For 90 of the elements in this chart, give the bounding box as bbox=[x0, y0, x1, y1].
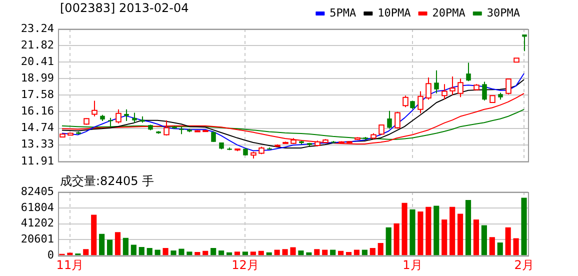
bar bbox=[210, 248, 216, 256]
bar bbox=[122, 238, 128, 256]
bar bbox=[298, 250, 304, 256]
bar bbox=[91, 214, 97, 256]
x-tick-label: 11月 bbox=[56, 258, 84, 272]
bar bbox=[330, 250, 336, 256]
bar bbox=[442, 219, 448, 256]
bar bbox=[314, 249, 320, 256]
bar bbox=[513, 238, 519, 256]
bar bbox=[402, 202, 408, 256]
bar bbox=[146, 248, 152, 256]
bar bbox=[418, 212, 424, 256]
y-tick-label: 41202 bbox=[20, 216, 54, 230]
bar bbox=[250, 252, 256, 256]
bar bbox=[306, 252, 312, 256]
bar bbox=[67, 252, 73, 256]
bar bbox=[370, 248, 376, 256]
y-tick-label: 17.58 bbox=[20, 88, 54, 101]
y-tick-label: 82405 bbox=[20, 184, 54, 198]
candlestick bbox=[387, 110, 392, 130]
y-tick-label: 0 bbox=[47, 248, 54, 262]
bar bbox=[218, 250, 224, 256]
chart-title: 成交量:82405 手 bbox=[60, 173, 154, 190]
bar bbox=[426, 206, 432, 256]
bar bbox=[473, 219, 480, 256]
bar bbox=[234, 252, 240, 256]
y-tick-label: 21.82 bbox=[20, 38, 54, 52]
bar bbox=[170, 250, 176, 256]
y-tick-label: 20601 bbox=[20, 232, 54, 246]
candlestick bbox=[522, 34, 527, 52]
x-tick-label: 2月 bbox=[514, 258, 534, 272]
legend-label: 5PMA bbox=[330, 6, 357, 20]
candlestick bbox=[124, 108, 129, 122]
bar bbox=[258, 250, 264, 256]
bar bbox=[114, 232, 121, 256]
bar bbox=[83, 249, 89, 256]
bar bbox=[378, 242, 384, 256]
bar bbox=[505, 227, 511, 256]
y-tick-label: 23.24 bbox=[20, 22, 54, 35]
y-tick-label: 18.99 bbox=[20, 72, 54, 85]
legend-label: 30PMA bbox=[486, 6, 520, 20]
bar bbox=[106, 240, 113, 256]
bar bbox=[458, 214, 464, 256]
y-tick-label: 11.91 bbox=[20, 154, 54, 168]
bar bbox=[130, 244, 136, 256]
candlestick bbox=[466, 62, 471, 82]
bar bbox=[481, 225, 487, 256]
bar bbox=[186, 252, 192, 256]
bar bbox=[99, 234, 105, 256]
bar bbox=[497, 242, 503, 256]
bar bbox=[386, 227, 392, 256]
legend-label: 20PMA bbox=[432, 6, 466, 20]
bar bbox=[282, 249, 288, 256]
x-tick-label: 12月 bbox=[232, 258, 259, 272]
x-tick-label: 1月 bbox=[402, 258, 422, 272]
bar bbox=[322, 250, 328, 256]
bar bbox=[521, 198, 527, 256]
bar bbox=[178, 248, 184, 256]
legend-label: 10PMA bbox=[378, 6, 412, 20]
bar bbox=[346, 252, 352, 256]
bar bbox=[274, 250, 280, 256]
bar bbox=[410, 209, 416, 256]
candlestick bbox=[108, 117, 113, 128]
y-tick-label: 20.41 bbox=[20, 54, 54, 68]
bar bbox=[266, 252, 272, 256]
bar bbox=[489, 237, 495, 256]
bar bbox=[154, 250, 160, 256]
y-tick-label: 14.74 bbox=[20, 121, 54, 134]
candlestick bbox=[482, 81, 487, 102]
bar bbox=[394, 223, 400, 256]
bar bbox=[354, 250, 360, 256]
bar bbox=[226, 252, 232, 256]
bar bbox=[465, 200, 472, 256]
chart-title: [002383] 2013-02-04 bbox=[60, 1, 189, 15]
candlestick bbox=[132, 112, 137, 124]
y-tick-label: 61804 bbox=[20, 200, 54, 214]
bar bbox=[338, 250, 344, 256]
bar bbox=[202, 250, 208, 256]
bar bbox=[138, 246, 144, 256]
bar bbox=[194, 252, 200, 256]
y-tick-label: 13.33 bbox=[20, 138, 54, 151]
bar bbox=[434, 206, 440, 256]
y-tick-label: 16.16 bbox=[20, 104, 54, 118]
bar bbox=[450, 206, 456, 256]
candlestick bbox=[434, 70, 439, 94]
bar bbox=[362, 250, 368, 256]
candlestick bbox=[211, 130, 216, 142]
bar bbox=[162, 248, 168, 256]
bar bbox=[242, 252, 248, 256]
bar bbox=[290, 247, 296, 256]
